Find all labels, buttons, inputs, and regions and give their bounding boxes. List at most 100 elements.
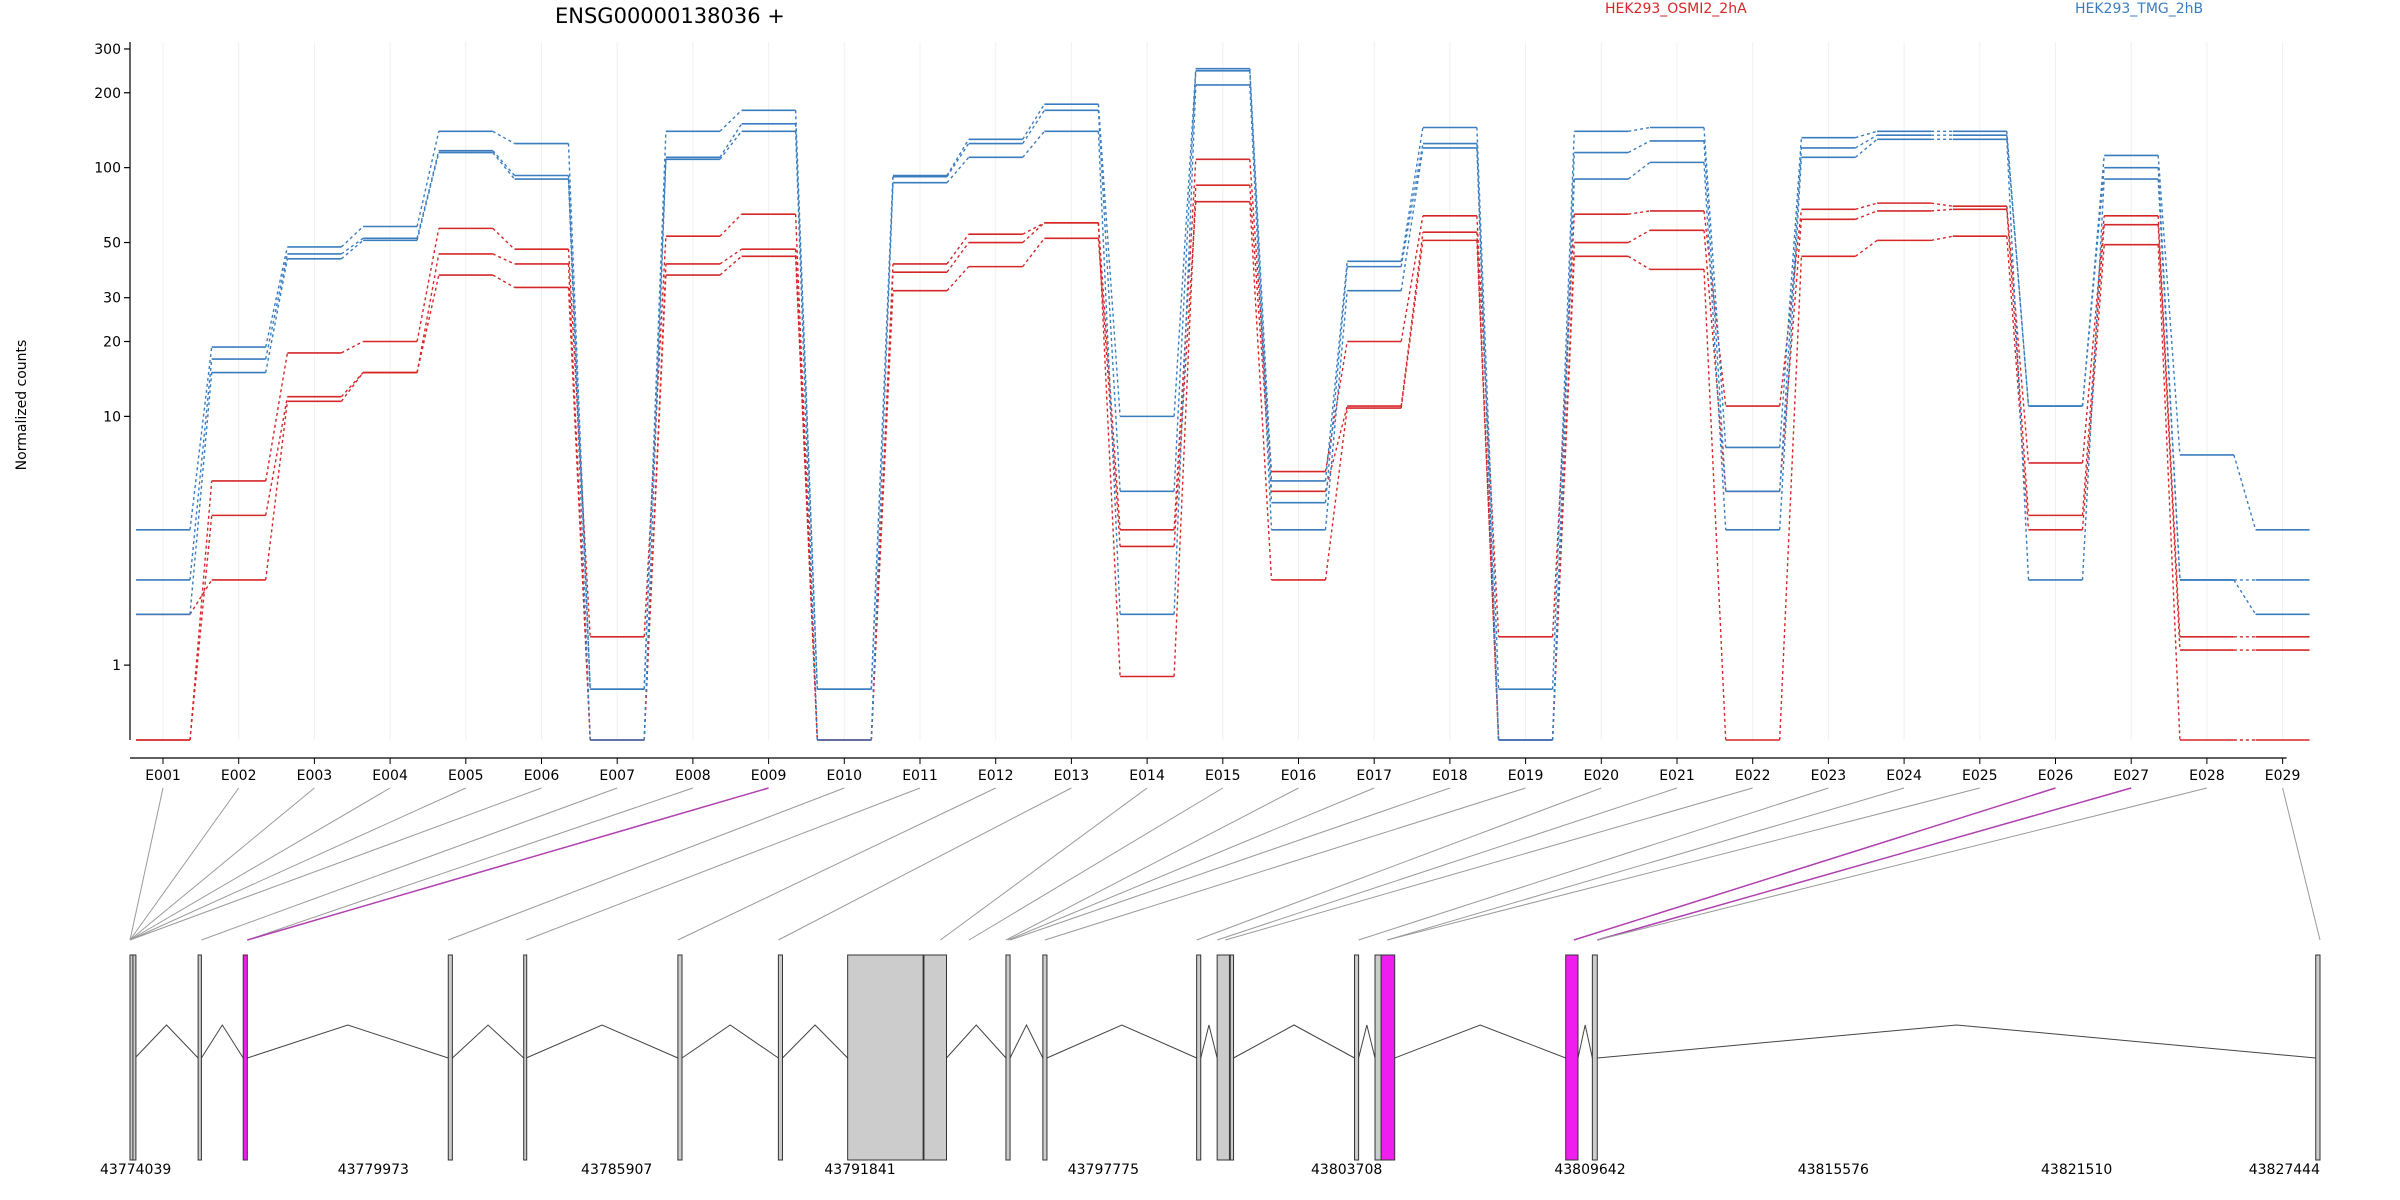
intron-10 — [946, 1024, 1007, 1059]
series-tmg-5-connector-16 — [1324, 266, 1348, 503]
link-E022 — [1225, 787, 1753, 941]
x-tick-label-E007: E007 — [599, 768, 635, 784]
series-tmg-4-connector-4 — [416, 131, 440, 227]
series-osmi-3-connector-12 — [1022, 237, 1045, 268]
series-osmi-3-connector-9 — [794, 256, 818, 741]
link-E008 — [247, 787, 694, 941]
series-osmi-2-connector-6 — [567, 263, 591, 741]
gene-exon-13 — [1196, 954, 1202, 1161]
intron-15 — [1233, 1024, 1355, 1059]
genomic-coordinate-axis: 43774039 43779973 43785907 43791841 43797775… — [100, 1162, 2320, 1178]
link-E017 — [1007, 787, 1375, 941]
link-E025 — [1387, 787, 1980, 941]
coord-tick-43827444: 43827444 — [2249, 1162, 2320, 1178]
x-tick-label-E008: E008 — [675, 768, 711, 784]
series-osmi-1-connector-14 — [1173, 159, 1197, 530]
link-E013 — [778, 787, 1072, 941]
link-E006 — [129, 787, 542, 941]
series-osmi-3-connector-10 — [870, 290, 894, 741]
series-tmg-5-connector-15 — [1249, 70, 1273, 503]
x-tick-label-E009: E009 — [751, 768, 787, 784]
series-tmg-4-connector-21 — [1703, 127, 1727, 448]
series-osmi-2-connector-12 — [1022, 222, 1045, 244]
coord-tick-43803708: 43803708 — [1311, 1162, 1382, 1178]
gene-exon-7 — [677, 954, 683, 1161]
gene-exon-16 — [1354, 954, 1360, 1161]
x-tick-label-E019: E019 — [1508, 768, 1544, 784]
series-tmg-4-connector-13 — [1097, 104, 1121, 417]
series-tmg-6-connector-8 — [719, 130, 743, 160]
intron-4 — [247, 1024, 449, 1059]
intron-5 — [452, 1024, 525, 1059]
x-tick-label-E020: E020 — [1584, 768, 1620, 784]
coord-tick-43809642: 43809642 — [1554, 1162, 1625, 1178]
series-tmg-6-connector-26 — [2081, 178, 2105, 580]
gene-exon-9 — [847, 954, 924, 1161]
series-tmg-6-connector-22 — [1779, 157, 1803, 530]
series-osmi-2-connector-7 — [643, 263, 667, 741]
y-tick-label-1: 1 — [112, 658, 121, 674]
series-tmg-5-connector-3 — [340, 237, 364, 255]
series-osmi-3-connector-8 — [719, 255, 743, 276]
gene-model — [129, 954, 2321, 1161]
series-osmi-3-connector-2 — [265, 401, 289, 581]
intron-7 — [681, 1024, 779, 1059]
series-tmg-6-connector-5 — [492, 152, 516, 180]
intron-16 — [1358, 1024, 1376, 1059]
exon-tick-labels: E001 E002 E003 E004 E005 E006 E007 E008 E009 E010… — [145, 758, 2300, 784]
series-tmg-4-connector-8 — [719, 109, 743, 132]
link-E016 — [1005, 787, 1299, 941]
link-E021 — [1216, 787, 1678, 941]
series-tmg-6-connector-2 — [265, 258, 289, 373]
x-tick-label-E022: E022 — [1735, 768, 1771, 784]
chart-title: ENSG00000138036 + — [555, 4, 785, 28]
series-tmg-5-connector-14 — [1173, 70, 1197, 492]
series-osmi-1-connector-23 — [1855, 202, 1878, 210]
x-tick-label-E023: E023 — [1811, 768, 1847, 784]
series-tmg-6-connector-15 — [1249, 84, 1273, 530]
gene-exon-12 — [1042, 954, 1048, 1161]
series-tmg-5-connector-11 — [946, 143, 970, 178]
series-osmi-2-connector-13 — [1097, 222, 1121, 677]
gene-exon-14 — [1216, 954, 1230, 1161]
y-tick-label-20: 20 — [103, 335, 121, 351]
series-osmi-1-connector-25 — [2006, 206, 2030, 463]
x-tick-label-E024: E024 — [1886, 768, 1922, 784]
series-osmi-2-connector-20 — [1627, 229, 1651, 244]
series-tmg-6-connector-3 — [340, 239, 364, 260]
series-tmg-5-connector-26 — [2081, 167, 2105, 407]
x-tick-label-E006: E006 — [524, 768, 560, 784]
series-osmi-2-connector-17 — [1400, 232, 1424, 407]
series-tmg-5 — [136, 70, 2310, 741]
link-E018 — [1009, 787, 1451, 941]
series-osmi-1-connector-12 — [1022, 222, 1045, 235]
legend-entry-osmi: HEK293_OSMI2_2hA — [1605, 1, 1747, 17]
link-E001 — [129, 787, 164, 941]
series-tmg-6-connector-9 — [794, 131, 818, 741]
series-tmg-5-connector-2 — [265, 253, 289, 360]
intron-11 — [1009, 1023, 1044, 1059]
plot-axes: 1 10 20 30 50 100 200 300 — [94, 42, 2287, 759]
series-tmg-6-connector-10 — [870, 182, 894, 741]
y-tick-label-100: 100 — [94, 161, 121, 177]
intron-19 — [1577, 1024, 1593, 1059]
series-tmg-4-connector-16 — [1324, 261, 1348, 482]
series-tmg-5-connector-6 — [567, 175, 591, 690]
series-osmi-2-connector-16 — [1324, 405, 1348, 492]
series-tmg-4-connector-1 — [189, 346, 213, 530]
coord-tick-43779973: 43779973 — [338, 1162, 409, 1178]
series-osmi-2-connector-4 — [416, 253, 440, 373]
series-tmg-5-connector-7 — [643, 157, 667, 690]
series-tmg-6-connector-14 — [1173, 84, 1197, 615]
series-osmi-1-connector-22 — [1779, 209, 1803, 407]
x-tick-label-E004: E004 — [372, 768, 408, 784]
series-osmi-2-connector-23 — [1855, 210, 1878, 220]
series-tmg-5-connector-17 — [1400, 143, 1424, 267]
series-tmg-6-connector-7 — [643, 159, 667, 741]
link-E002 — [129, 787, 240, 941]
series-tmg-4-connector-5 — [492, 130, 515, 145]
series-tmg-4-connector-19 — [1551, 131, 1575, 690]
x-tick-label-E003: E003 — [297, 768, 333, 784]
series-osmi-2-connector-27 — [2157, 224, 2181, 651]
